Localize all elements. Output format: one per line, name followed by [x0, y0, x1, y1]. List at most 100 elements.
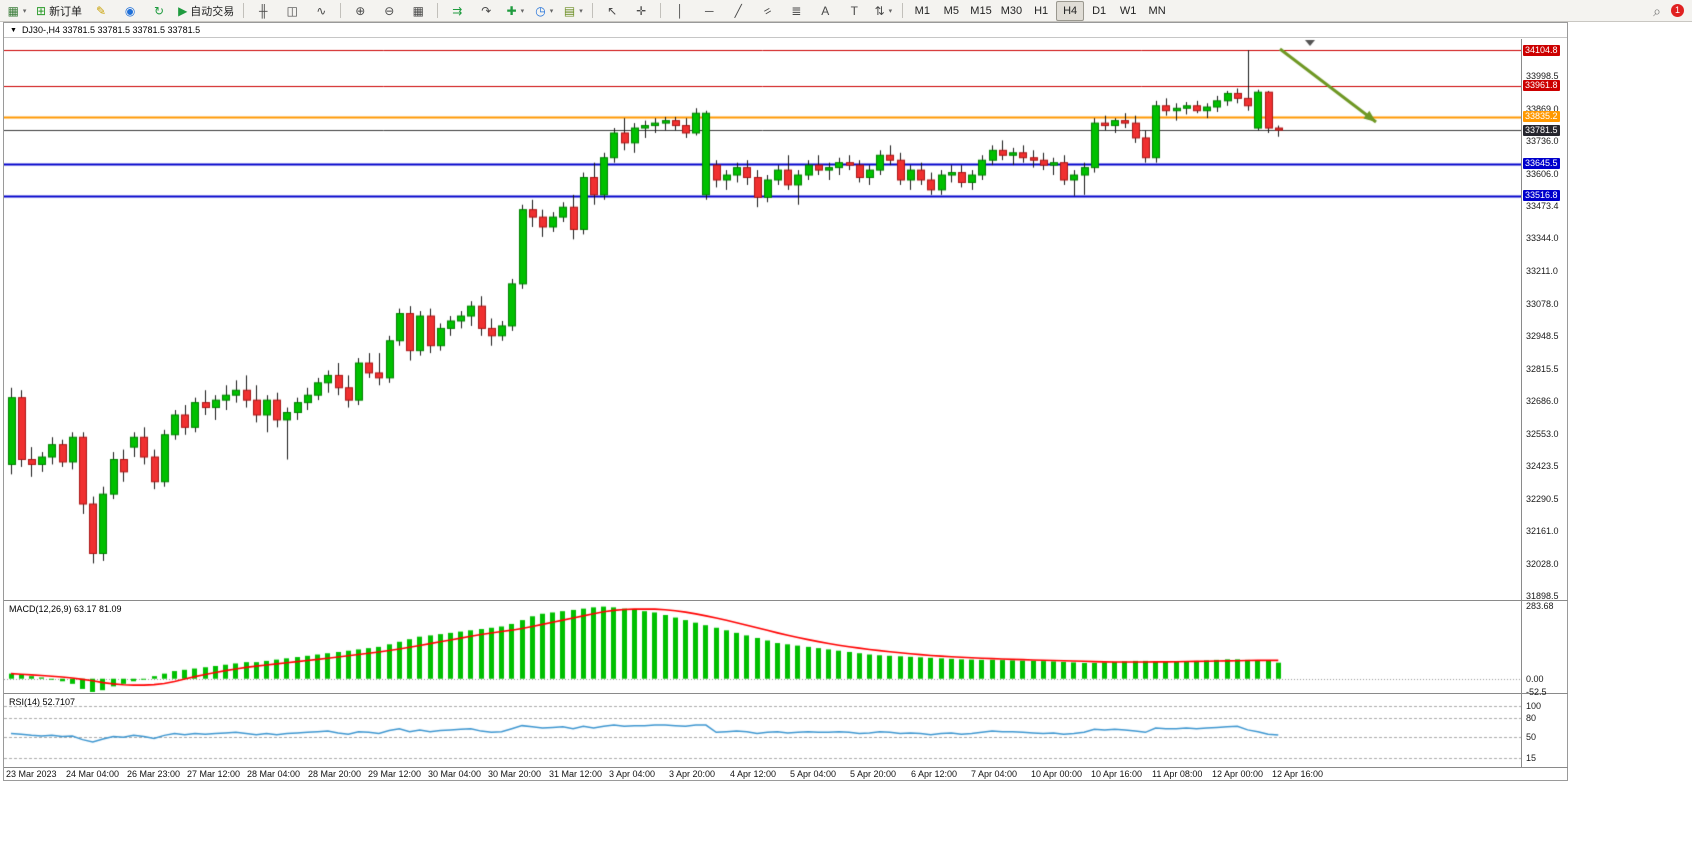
text-button[interactable]: A	[811, 1, 839, 21]
indicators-button[interactable]: ✚ ▾	[501, 1, 529, 21]
time-axis-label: 24 Mar 04:00	[66, 769, 120, 779]
search-icon[interactable]: ⌕	[1653, 2, 1661, 19]
trendline-icon: ╱	[734, 3, 742, 18]
new-order-icon: ⊞	[36, 3, 47, 18]
rsi-tick-label: 100	[1526, 701, 1542, 711]
tf-m30-button[interactable]: M30	[997, 1, 1026, 21]
line-chart-button[interactable]: ∿	[307, 1, 335, 21]
trendline-button[interactable]: ╱	[724, 1, 752, 21]
time-axis-label: 30 Mar 20:00	[488, 769, 542, 779]
tf-h4-label: H4	[1063, 4, 1078, 17]
label-button[interactable]: T	[840, 1, 868, 21]
time-axis-label: 26 Mar 23:00	[127, 769, 181, 779]
time-axis-label: 28 Mar 04:00	[247, 769, 301, 779]
crosshair-icon: ✛	[636, 3, 647, 18]
tf-h1-label: H1	[1034, 4, 1049, 17]
auto-scroll-button[interactable]: ⇉	[443, 1, 471, 21]
time-axis-label: 3 Apr 20:00	[669, 769, 716, 779]
price-tick-label: 32028.0	[1526, 559, 1559, 569]
level-price-label: 34104.8	[1523, 45, 1560, 56]
tf-m30-label: M30	[1000, 4, 1023, 17]
toolbar-separator	[660, 3, 662, 18]
panel-separator[interactable]	[4, 600, 1568, 601]
time-axis-label: 12 Apr 00:00	[1212, 769, 1264, 779]
fibonacci-icon: ≣	[791, 3, 802, 18]
price-tick-label: 32161.0	[1526, 526, 1559, 536]
level-price-label: 33961.8	[1523, 80, 1560, 91]
fibonacci-button[interactable]: ≣	[782, 1, 810, 21]
panel-separator[interactable]	[4, 767, 1568, 768]
tf-m1-label: M1	[914, 4, 930, 17]
toolbar-right: ⌕ 1	[1653, 2, 1692, 19]
new-order-button[interactable]: ⊞ 新订单	[32, 1, 86, 21]
autotrading-label: 自动交易	[190, 5, 235, 18]
new-order-label: 新订单	[49, 5, 83, 18]
bar-chart-button[interactable]: ╫	[249, 1, 277, 21]
community-button[interactable]: ◉	[116, 1, 144, 21]
macd-tick-label: -52.5	[1526, 687, 1547, 697]
metaeditor-icon: ✎	[96, 3, 107, 18]
tf-mn-button[interactable]: MN	[1143, 1, 1171, 21]
main-chart-canvas[interactable]	[4, 39, 1521, 600]
metaeditor-button[interactable]: ✎	[87, 1, 115, 21]
tf-m5-button[interactable]: M5	[937, 1, 965, 21]
indicators-icon: ✚	[506, 3, 517, 18]
time-axis-label: 31 Mar 12:00	[549, 769, 603, 779]
cursor-icon: ↖	[607, 3, 618, 18]
crosshair-button[interactable]: ✛	[627, 1, 655, 21]
macd-panel-canvas[interactable]	[4, 601, 1521, 693]
collapse-arrow-icon[interactable]: ▼	[10, 26, 17, 34]
chart-shift-button[interactable]: ↷	[472, 1, 500, 21]
zoom-in-button[interactable]: ⊕	[346, 1, 374, 21]
zoom-out-button[interactable]: ⊖	[375, 1, 403, 21]
time-axis[interactable]: 23 Mar 2023 24 Mar 04:00 26 Mar 23:00 27 Ma…	[4, 768, 1521, 781]
price-tick-label: 32686.0	[1526, 396, 1559, 406]
tf-m1-button[interactable]: M1	[908, 1, 936, 21]
cursor-button[interactable]: ↖	[598, 1, 626, 21]
chart-title: DJ30-,H4 33781.5 33781.5 33781.5 33781.5	[21, 25, 201, 35]
macd-indicator-label: MACD(12,26,9) 63.17 81.09	[9, 604, 122, 614]
time-axis-label: 6 Apr 12:00	[911, 769, 958, 779]
new-chart-button[interactable]: ▦ ▾	[3, 1, 31, 21]
price-tick-label: 32948.5	[1526, 331, 1559, 341]
level-price-label: 33835.2	[1523, 111, 1560, 122]
macd-tick-label: 283.68	[1526, 601, 1554, 611]
vertical-line-button[interactable]: │	[666, 1, 694, 21]
tf-mn-label: MN	[1148, 4, 1166, 17]
refresh-icon: ↻	[154, 3, 165, 18]
time-axis-label: 12 Apr 16:00	[1272, 769, 1324, 779]
rsi-panel-canvas[interactable]	[4, 694, 1521, 767]
time-axis-label: 5 Apr 04:00	[790, 769, 837, 779]
auto-scroll-icon: ⇉	[452, 3, 463, 18]
price-tick-label: 33606.0	[1526, 169, 1559, 179]
tile-windows-icon: ▦	[412, 3, 424, 18]
vertical-line-icon: │	[676, 3, 685, 18]
toolbar-separator	[340, 3, 342, 18]
horizontal-line-button[interactable]: ─	[695, 1, 723, 21]
rsi-indicator-label: RSI(14) 52.7107	[9, 697, 76, 707]
templates-button[interactable]: ▤ ▾	[559, 1, 587, 21]
tf-m5-label: M5	[943, 4, 959, 17]
tf-m15-button[interactable]: M15	[966, 1, 995, 21]
periods-button[interactable]: ◷ ▾	[530, 1, 558, 21]
tf-h1-button[interactable]: H1	[1027, 1, 1055, 21]
price-axis[interactable]: 33998.5 33869.0 33736.0 33606.0 33473.4 33344…	[1521, 39, 1569, 767]
candle-chart-button[interactable]: ◫	[278, 1, 306, 21]
tf-w1-button[interactable]: W1	[1114, 1, 1142, 21]
notification-badge[interactable]: 1	[1671, 4, 1684, 17]
tf-m15-label: M15	[970, 4, 992, 17]
tile-windows-button[interactable]: ▦	[404, 1, 432, 21]
chart-titlebar[interactable]: ▼ DJ30-,H4 33781.5 33781.5 33781.5 33781…	[4, 23, 1567, 38]
autotrading-button[interactable]: ▶ 自动交易	[174, 1, 238, 21]
templates-icon: ▤	[563, 3, 576, 18]
tf-h4-button[interactable]: H4	[1056, 0, 1085, 21]
panel-separator[interactable]	[4, 693, 1568, 694]
refresh-button[interactable]: ↻	[145, 1, 173, 21]
toolbar: ▦ ▾ ⊞ 新订单 ✎ ◉ ↻ ▶ 自动交易 ╫ ◫ ∿ ⊕ ⊖ ▦ ⇉ ↷ ✚ ▾ ◷ ▾ ▤ ▾ ↖ ✛ │ ─ ╱ = ≣ A T ⇅ ▾ M…	[0, 0, 1692, 22]
arrows-button[interactable]: ⇅ ▾	[869, 1, 897, 21]
channel-button[interactable]: =	[753, 1, 781, 21]
tf-d1-button[interactable]: D1	[1085, 1, 1113, 21]
time-axis-label: 29 Mar 12:00	[368, 769, 422, 779]
time-axis-label: 30 Mar 04:00	[428, 769, 482, 779]
